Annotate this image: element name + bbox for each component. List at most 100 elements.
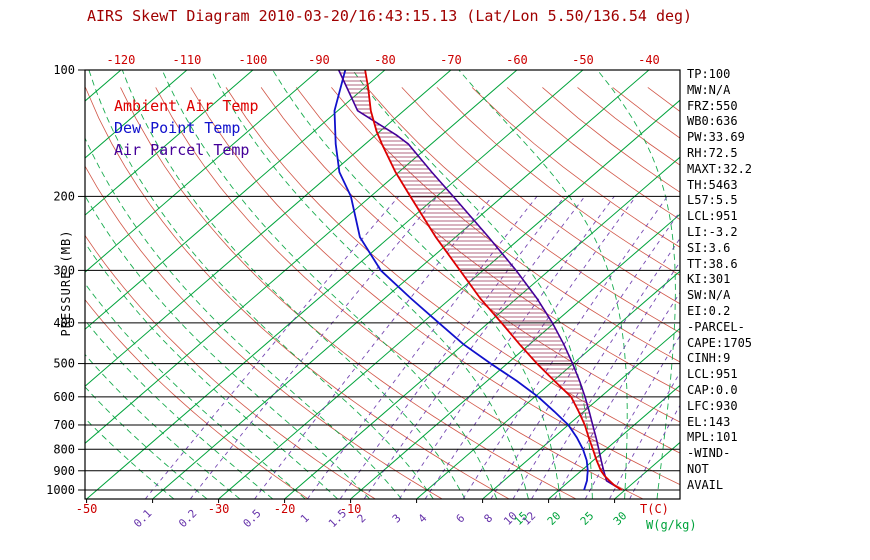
legend-item: Air Parcel Temp — [114, 141, 250, 159]
stats-line: TP:100 — [687, 67, 731, 81]
isotherm-line — [85, 70, 386, 330]
mixing-ratio-label: 4 — [416, 511, 430, 525]
bottom-axis-label: -10 — [340, 502, 362, 516]
moist-adiabat-label: 20 — [545, 509, 564, 528]
temp-unit-label: T(C) — [640, 502, 669, 516]
dew-point-curve — [333, 70, 589, 491]
dry-adiabat-line — [85, 165, 443, 499]
mixing-ratio-line — [145, 196, 400, 499]
moist-adiabat-line — [272, 70, 561, 499]
isotherm-line — [85, 70, 188, 159]
cape-hatch-layer — [340, 72, 610, 482]
isotherm-line — [85, 70, 452, 387]
moist-adiabat-line — [85, 353, 241, 499]
stats-line: EI:0.2 — [687, 303, 731, 318]
mixing-ratio-line — [531, 261, 680, 499]
mixing-ratio-line — [307, 196, 538, 499]
top-axis-label: -110 — [172, 53, 201, 67]
top-axis-label: -100 — [238, 53, 267, 67]
isotherm-line — [482, 327, 680, 499]
stats-line: PW:33.69 — [687, 130, 745, 145]
pressure-tick-label: 900 — [53, 464, 75, 478]
page-title: AIRS SkewT Diagram 2010-03-20/16:43:15.1… — [87, 7, 693, 25]
moist-adiabat-line — [85, 282, 306, 499]
moist-adiabat-line — [85, 194, 370, 499]
top-axis-label: -70 — [440, 53, 462, 67]
mixing-ratio-label: 0.5 — [241, 507, 264, 530]
isotherm-line — [284, 156, 680, 499]
dry-adiabat-line — [647, 87, 680, 112]
moist-adiabat-line — [121, 70, 466, 499]
top-axis-label: -120 — [106, 53, 135, 67]
pressure-tick-label: 300 — [53, 263, 75, 277]
mixing-ratio-label: 1 — [298, 512, 312, 526]
mixing-ratio-line — [254, 196, 493, 499]
air-parcel-curve — [337, 70, 623, 491]
moist-adiabat-label: 25 — [578, 509, 597, 528]
dry-adiabat-line — [85, 87, 510, 499]
background-grid-layer — [0, 70, 680, 499]
moist-adiabat-line — [458, 70, 628, 499]
mixing-ratio-line — [190, 196, 438, 499]
dry-adiabat-line — [436, 87, 680, 276]
dry-adiabat-line — [85, 234, 376, 499]
mixing-ratio-line — [462, 196, 668, 499]
mixing-ratio-label: 3 — [390, 512, 404, 526]
isotherm-line — [548, 384, 680, 499]
bottom-axis-label: -30 — [208, 502, 230, 516]
mixing-ratio-label: 2 — [355, 512, 369, 526]
isotherm-line — [85, 70, 518, 444]
dry-adiabat-line — [85, 299, 309, 499]
pressure-tick-label: 700 — [53, 418, 75, 432]
pressure-tick-label: 800 — [53, 442, 75, 456]
top-axis-label: -90 — [308, 53, 330, 67]
pressure-tick-label: 600 — [53, 390, 75, 404]
top-axis-label: -40 — [638, 53, 660, 67]
bottom-axis-label: -20 — [274, 502, 296, 516]
stats-line: LCL:951 — [687, 209, 738, 224]
stats-line: -PARCEL- — [687, 319, 745, 334]
stats-line: MW:N/A — [687, 82, 731, 97]
moist-adiabat-line — [210, 70, 529, 499]
stats-line: WB0:636 — [687, 114, 738, 129]
isotherm-line — [152, 70, 650, 499]
isotherm-line — [0, 70, 55, 499]
pressure-tick-label: 1000 — [46, 483, 75, 497]
stats-line: MPL:101 — [687, 430, 738, 445]
dry-adiabat-line — [120, 87, 576, 499]
isotherm-line — [85, 70, 320, 273]
bottom-axis-label: -50 — [76, 502, 98, 516]
stats-line: SW:N/A — [687, 288, 731, 303]
moist-adiabat-line — [161, 70, 498, 499]
stats-panel: TP:100 MW:N/A FRZ:550 WB0:636 PW:33.69 RH:72.… — [687, 67, 752, 494]
top-axis-label: -60 — [506, 53, 528, 67]
mixing-ratio-line — [490, 210, 680, 499]
legend-item: Dew Point Temp — [114, 119, 241, 137]
mixing-ratio-line — [339, 196, 565, 499]
isotherm-line — [86, 70, 584, 499]
pressure-tick-label: 200 — [53, 189, 75, 203]
pressure-tick-label: 400 — [53, 316, 75, 330]
isotherm-line — [218, 99, 680, 499]
dry-adiabat-line — [260, 87, 680, 423]
legend-item: Ambient Air Temp — [114, 97, 259, 115]
mixing-ratio-line — [363, 196, 586, 499]
stats-line: LFC:930 — [687, 398, 738, 413]
stats-line: LCL:951 — [687, 367, 738, 382]
mixing-ratio-label: 6 — [454, 512, 468, 526]
stats-line: FRZ:550 — [687, 98, 738, 113]
top-axis-label: -80 — [374, 53, 396, 67]
mixing-ratio-line — [399, 196, 615, 499]
dry-adiabat-line — [155, 87, 643, 499]
isotherm-line — [85, 70, 254, 216]
mixing-ratio-line — [512, 237, 680, 499]
stats-line: CAPE:1705 — [687, 335, 753, 350]
stats-line: CAP:0.0 — [687, 382, 738, 397]
mixing-ratio-label: 8 — [481, 512, 495, 526]
ambient-temp-curve — [364, 70, 623, 491]
plot-frame — [84, 69, 681, 500]
stats-line: MAXT:32.2 — [687, 161, 753, 176]
stats-line: TT:38.6 — [687, 256, 738, 271]
